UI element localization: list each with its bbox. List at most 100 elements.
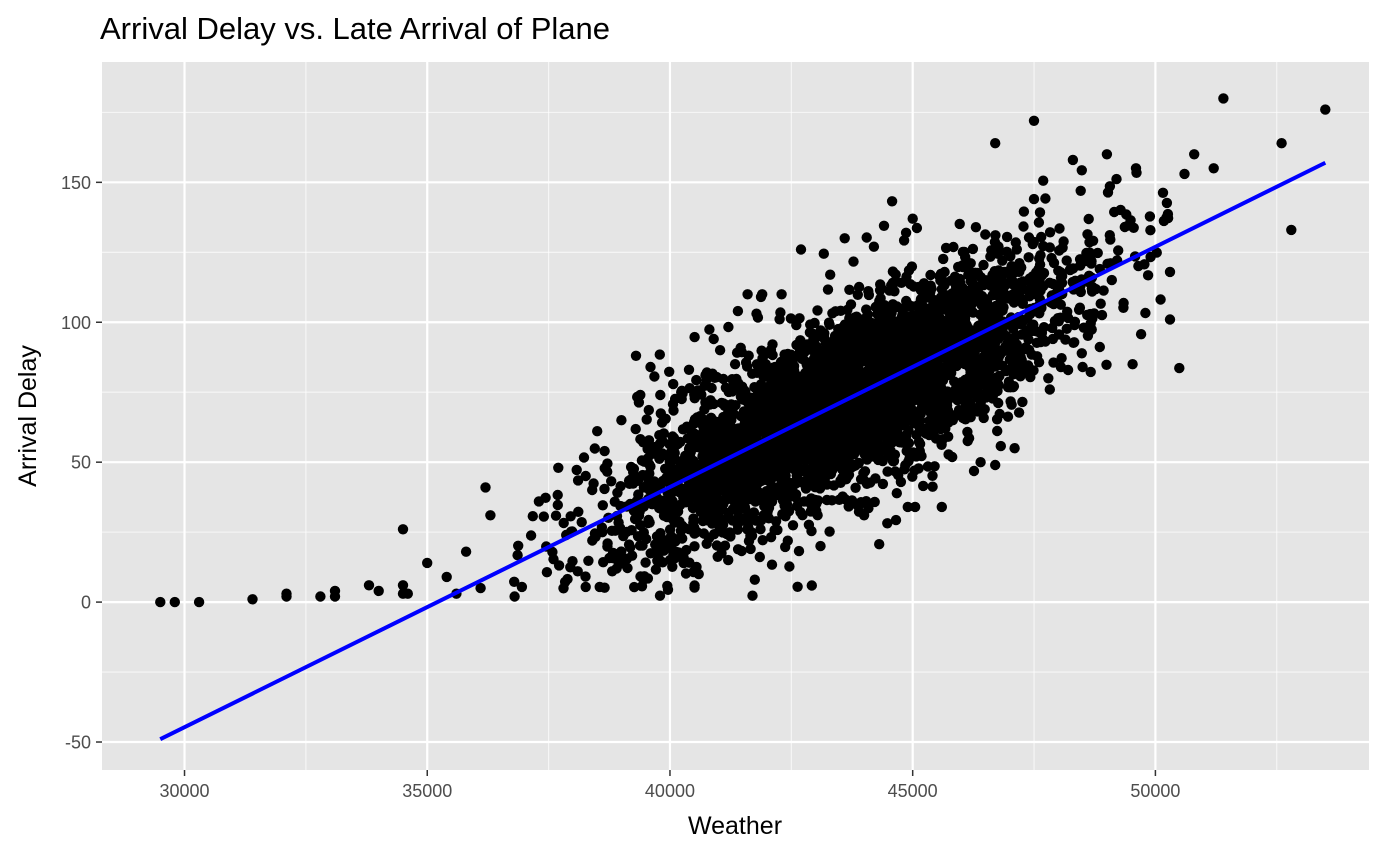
data-point bbox=[485, 510, 496, 521]
data-point bbox=[814, 483, 826, 494]
data-point bbox=[962, 391, 974, 403]
data-point bbox=[901, 331, 913, 343]
data-point bbox=[882, 356, 893, 367]
data-point bbox=[373, 585, 384, 597]
data-point bbox=[722, 459, 733, 471]
data-point bbox=[1084, 237, 1095, 248]
data-point bbox=[743, 521, 754, 533]
data-point bbox=[707, 368, 718, 379]
data-point bbox=[1140, 307, 1151, 319]
data-point bbox=[1038, 281, 1049, 292]
data-point bbox=[580, 581, 591, 593]
data-point bbox=[1061, 255, 1072, 266]
data-point bbox=[704, 324, 715, 335]
data-point bbox=[884, 285, 895, 296]
data-point bbox=[764, 387, 776, 398]
data-point bbox=[1115, 204, 1126, 216]
data-point bbox=[1092, 247, 1103, 259]
data-point bbox=[767, 339, 778, 350]
data-point bbox=[945, 309, 956, 321]
data-point bbox=[986, 334, 998, 345]
data-point bbox=[760, 467, 771, 479]
data-point bbox=[558, 517, 569, 529]
data-point bbox=[329, 591, 341, 602]
data-point bbox=[633, 489, 644, 500]
data-point bbox=[882, 313, 893, 324]
data-point bbox=[875, 324, 887, 335]
data-point bbox=[777, 444, 788, 455]
data-point bbox=[870, 388, 881, 399]
data-point bbox=[886, 337, 897, 349]
data-point bbox=[562, 573, 573, 585]
data-point bbox=[761, 400, 772, 412]
data-point bbox=[402, 588, 413, 599]
data-point bbox=[830, 306, 841, 317]
data-point bbox=[1048, 357, 1059, 368]
data-point bbox=[684, 442, 695, 453]
data-point bbox=[854, 422, 865, 433]
data-point bbox=[630, 423, 641, 435]
data-point bbox=[948, 241, 959, 253]
data-point bbox=[863, 286, 874, 297]
data-point bbox=[931, 384, 942, 395]
data-point bbox=[698, 420, 709, 431]
data-point bbox=[874, 295, 885, 307]
data-point bbox=[936, 501, 947, 513]
data-point bbox=[936, 439, 947, 450]
data-point bbox=[852, 289, 863, 300]
data-point bbox=[618, 530, 629, 542]
data-point bbox=[688, 566, 699, 578]
data-point bbox=[785, 349, 797, 360]
data-point bbox=[911, 316, 922, 327]
data-point bbox=[671, 546, 682, 558]
data-point bbox=[1008, 267, 1019, 279]
data-point bbox=[655, 528, 666, 539]
data-point bbox=[747, 590, 758, 601]
data-point bbox=[763, 491, 774, 503]
data-point bbox=[795, 244, 807, 255]
data-point bbox=[671, 504, 682, 516]
data-point bbox=[716, 415, 728, 426]
data-point bbox=[743, 453, 754, 465]
data-point bbox=[633, 510, 645, 521]
data-point bbox=[965, 412, 976, 423]
data-point bbox=[987, 290, 998, 301]
data-point bbox=[1139, 259, 1150, 270]
data-point bbox=[855, 474, 867, 485]
data-point bbox=[1028, 115, 1040, 127]
data-point bbox=[749, 574, 760, 585]
data-point bbox=[992, 240, 1003, 252]
data-point bbox=[1048, 257, 1060, 269]
data-point bbox=[795, 507, 806, 518]
data-point bbox=[838, 467, 850, 478]
data-point bbox=[1075, 185, 1086, 196]
data-point bbox=[962, 435, 973, 447]
data-point bbox=[247, 594, 258, 605]
data-point bbox=[907, 471, 918, 482]
data-point bbox=[784, 561, 795, 572]
data-point bbox=[684, 433, 696, 445]
data-point bbox=[766, 559, 778, 570]
data-point bbox=[896, 416, 907, 427]
data-point bbox=[949, 271, 961, 282]
data-point bbox=[728, 428, 739, 439]
data-point bbox=[1033, 263, 1044, 275]
data-point bbox=[896, 313, 907, 324]
data-point bbox=[1095, 298, 1106, 309]
data-point bbox=[397, 580, 409, 591]
data-point bbox=[818, 248, 829, 259]
data-point bbox=[1276, 138, 1287, 149]
data-point bbox=[837, 406, 848, 418]
data-point bbox=[1040, 193, 1051, 204]
data-point bbox=[963, 372, 975, 383]
data-point bbox=[907, 213, 918, 224]
data-point bbox=[876, 283, 887, 294]
data-point bbox=[683, 364, 695, 375]
data-point bbox=[901, 407, 912, 419]
data-point bbox=[782, 535, 793, 546]
data-point bbox=[756, 345, 767, 356]
data-point bbox=[643, 404, 654, 416]
data-point bbox=[987, 393, 998, 404]
data-point bbox=[597, 500, 608, 511]
data-point bbox=[548, 554, 559, 565]
